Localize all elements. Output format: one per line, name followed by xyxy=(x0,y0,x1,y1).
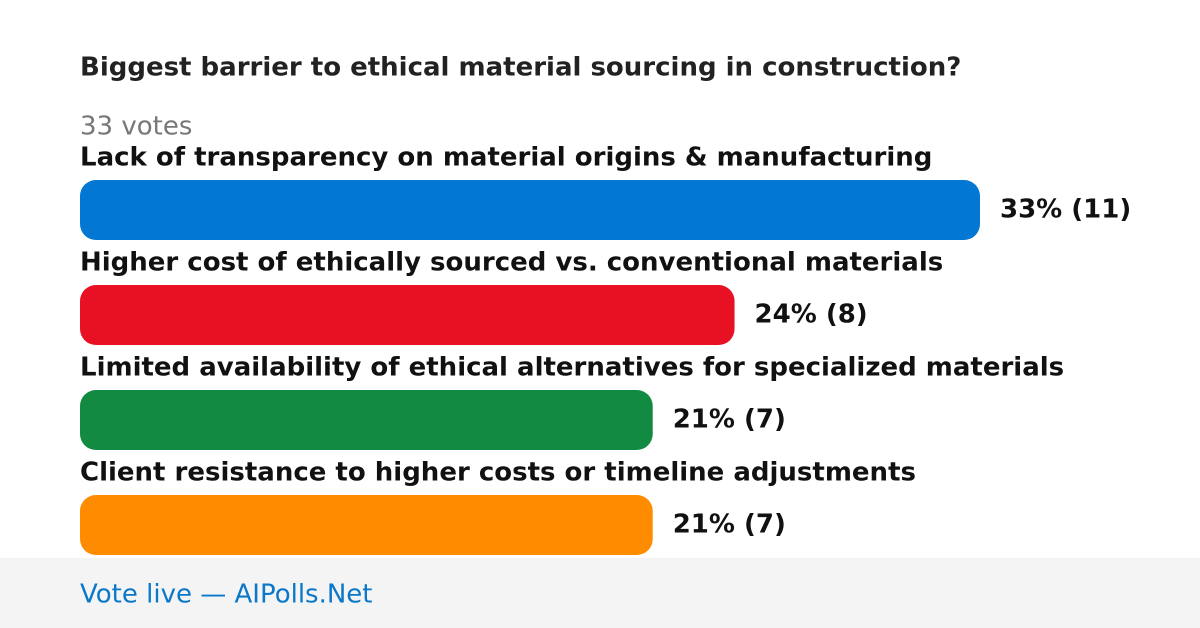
value-label: 24% (8) xyxy=(755,300,868,330)
bar xyxy=(80,495,653,555)
option-label: Limited availability of ethical alternat… xyxy=(80,353,1064,383)
value-label: 21% (7) xyxy=(673,405,786,435)
bar xyxy=(80,180,980,240)
option-label: Lack of transparency on material origins… xyxy=(80,143,932,173)
footer-link[interactable]: Vote live — AIPolls.Net xyxy=(80,580,373,610)
bar xyxy=(80,390,653,450)
value-label: 33% (11) xyxy=(1000,195,1131,225)
chart-title: Biggest barrier to ethical material sour… xyxy=(80,53,961,83)
option-label: Client resistance to higher costs or tim… xyxy=(80,458,916,488)
value-label: 21% (7) xyxy=(673,510,786,540)
option-label: Higher cost of ethically sourced vs. con… xyxy=(80,248,943,278)
vote-count: 33 votes xyxy=(80,112,192,142)
bar xyxy=(80,285,735,345)
footer-band xyxy=(0,558,1200,628)
